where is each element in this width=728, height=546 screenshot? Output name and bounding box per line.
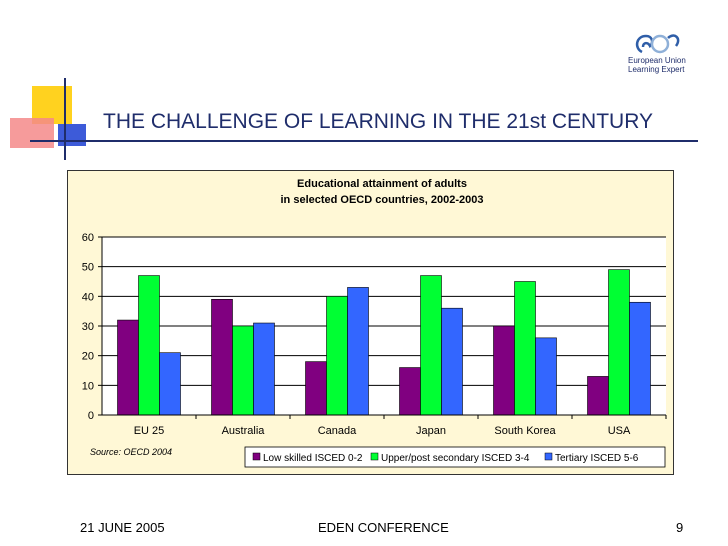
footer-date: 21 JUNE 2005 bbox=[80, 520, 165, 535]
title-divider bbox=[30, 140, 698, 142]
bar bbox=[420, 275, 442, 416]
bar bbox=[326, 296, 348, 416]
bar bbox=[493, 325, 515, 416]
bar bbox=[608, 269, 630, 416]
logo-swirl-icon bbox=[635, 34, 680, 54]
y-tick-label: 0 bbox=[88, 410, 94, 422]
logo-line-2: Learning Expert bbox=[628, 65, 685, 74]
x-tick-label: Australia bbox=[222, 425, 266, 437]
legend-label: Low skilled ISCED 0-2 bbox=[263, 453, 363, 464]
legend-swatch bbox=[544, 452, 553, 461]
bar bbox=[138, 275, 160, 416]
bar bbox=[211, 299, 233, 416]
bar bbox=[514, 281, 536, 416]
legend-box bbox=[244, 446, 666, 468]
x-tick-label: Japan bbox=[416, 425, 446, 437]
y-tick-label: 30 bbox=[82, 321, 94, 333]
logo-line-1: European Union bbox=[628, 56, 686, 65]
bar bbox=[535, 337, 557, 416]
eu-learning-expert-logo: European Union Learning Expert bbox=[628, 30, 698, 80]
bar bbox=[629, 301, 651, 416]
x-tick-label: USA bbox=[608, 425, 631, 437]
deco-blue-square bbox=[58, 124, 86, 146]
source-note: Source: OECD 2004 bbox=[90, 447, 172, 457]
x-tick-label: EU 25 bbox=[134, 425, 165, 437]
legend-label: Tertiary ISCED 5-6 bbox=[555, 453, 639, 464]
y-tick-label: 40 bbox=[82, 291, 94, 303]
chart-panel: Educational attainment of adults in sele… bbox=[67, 170, 674, 475]
bar bbox=[232, 325, 254, 416]
x-tick-label: Canada bbox=[318, 425, 357, 437]
deco-pink-square bbox=[10, 118, 54, 148]
y-tick-label: 20 bbox=[82, 351, 94, 363]
deco-vertical-line bbox=[64, 78, 66, 160]
bar bbox=[399, 367, 421, 416]
bar bbox=[347, 287, 369, 416]
y-tick-label: 60 bbox=[82, 232, 94, 244]
bar bbox=[253, 322, 275, 416]
slide-title: THE CHALLENGE OF LEARNING IN THE 21st CE… bbox=[103, 110, 654, 133]
y-tick-label: 10 bbox=[82, 380, 94, 392]
bar bbox=[117, 319, 139, 416]
legend-label: Upper/post secondary ISCED 3-4 bbox=[381, 453, 530, 464]
chart-title-line-2: in selected OECD countries, 2002-2003 bbox=[281, 194, 484, 206]
footer-conference: EDEN CONFERENCE bbox=[318, 520, 449, 535]
y-tick-label: 50 bbox=[82, 262, 94, 274]
x-tick-label: South Korea bbox=[494, 425, 556, 437]
bar bbox=[441, 307, 463, 416]
legend-swatch bbox=[370, 452, 379, 461]
chart-title-line-1: Educational attainment of adults bbox=[297, 178, 467, 190]
page-number: 9 bbox=[676, 520, 684, 535]
bar-chart: Educational attainment of adults in sele… bbox=[82, 178, 667, 468]
bar bbox=[305, 361, 327, 416]
bar bbox=[159, 352, 181, 416]
bar bbox=[587, 376, 609, 416]
legend-swatch bbox=[252, 452, 261, 461]
